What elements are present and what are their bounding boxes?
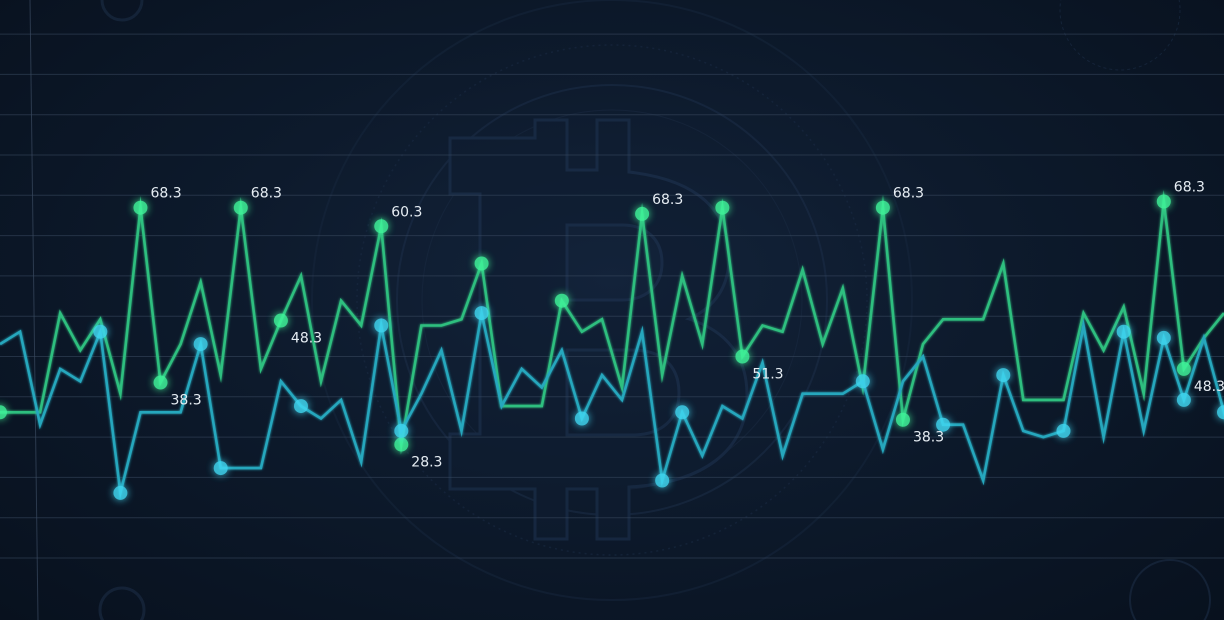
series-1-point xyxy=(233,200,248,215)
series-2-point xyxy=(293,399,308,414)
data-label: 60.3 xyxy=(391,204,422,220)
series-layer xyxy=(0,189,1224,500)
series-1-point xyxy=(273,313,288,328)
series-2-point xyxy=(213,461,228,476)
corner-gear-bottom-left xyxy=(98,586,146,620)
series-2-point xyxy=(93,324,108,339)
series-1-line xyxy=(0,189,1224,455)
series-1-point xyxy=(554,293,569,308)
series-2-point xyxy=(474,306,489,321)
series-2-point xyxy=(855,374,870,389)
series-1-point xyxy=(0,405,7,420)
series-2-point xyxy=(394,423,409,438)
watermark-ring-outer xyxy=(311,0,913,601)
series-2-point xyxy=(936,417,951,432)
series-2-point xyxy=(996,368,1011,383)
data-label: 48.3 xyxy=(1194,379,1224,395)
corner-ring-top-right xyxy=(1059,0,1181,71)
data-label: 68.3 xyxy=(251,186,282,202)
series-1-point xyxy=(1176,361,1191,376)
series-1-point xyxy=(875,200,890,215)
series-1-point xyxy=(735,349,750,364)
data-labels: 68.3 38.3 68.3 48.3 60.3 28.3 68.3 51.3 68.3 38.3… xyxy=(150,180,1224,471)
series-1-point xyxy=(1156,194,1171,209)
series-2-point xyxy=(1176,392,1191,407)
series-2-point xyxy=(1217,405,1224,420)
data-label: 38.3 xyxy=(171,393,202,409)
data-label: 48.3 xyxy=(291,331,322,347)
left-vertical-rule xyxy=(29,0,39,620)
bitcoin-glyph xyxy=(448,118,749,541)
corner-ring-bottom-right xyxy=(1129,559,1211,620)
series-2-point xyxy=(1056,423,1071,438)
series-1-point xyxy=(374,219,389,234)
series-2-point xyxy=(655,473,670,488)
series-1-point xyxy=(715,200,730,215)
data-label: 68.3 xyxy=(652,192,683,208)
series-1-point xyxy=(474,256,489,271)
series-1-point xyxy=(635,206,650,221)
series-1-point xyxy=(895,412,910,427)
corner-gear-top-left xyxy=(100,0,144,22)
data-label: 68.3 xyxy=(150,186,181,202)
series-2-line xyxy=(0,306,1224,500)
data-label: 28.3 xyxy=(411,455,442,471)
series-2-point xyxy=(1156,330,1171,345)
data-label: 68.3 xyxy=(1174,180,1205,196)
bitcoin-icon xyxy=(98,0,1211,620)
data-label: 51.3 xyxy=(752,367,783,383)
series-1-point xyxy=(133,200,148,215)
watermark-ring-dotted xyxy=(356,44,868,556)
data-label: 38.3 xyxy=(913,430,944,446)
series-1-point xyxy=(153,375,168,390)
series-1-point xyxy=(394,437,409,452)
data-label: 68.3 xyxy=(893,186,924,202)
series-2-point xyxy=(675,405,690,420)
series-2-point xyxy=(1116,324,1131,339)
series-2-point xyxy=(574,411,589,426)
series-2-point xyxy=(113,485,128,500)
series-2-point xyxy=(193,337,208,352)
series-2-point xyxy=(374,318,389,333)
